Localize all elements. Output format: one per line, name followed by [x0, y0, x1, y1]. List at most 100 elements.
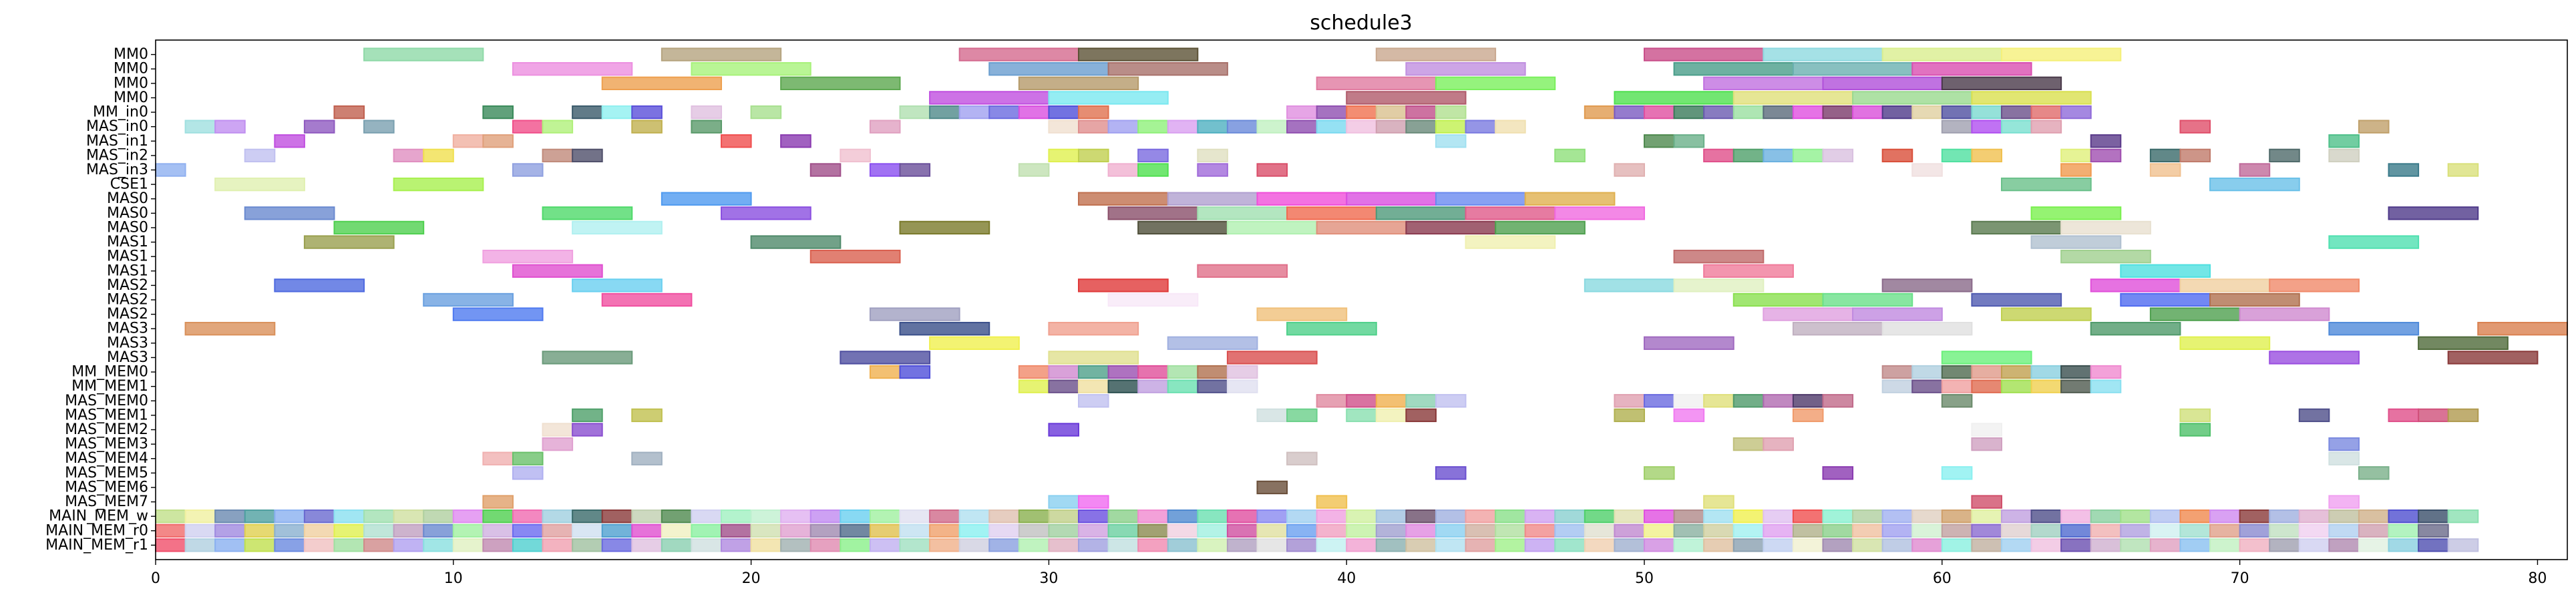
- task-bar: [2358, 509, 2390, 524]
- task-bar: [1673, 105, 1705, 120]
- task-bar: [1107, 62, 1228, 76]
- task-bar: [1971, 292, 2062, 307]
- task-bar: [1703, 509, 1734, 524]
- task-bar: [1226, 220, 1318, 235]
- task-bar: [1732, 524, 1765, 538]
- task-bar: [721, 206, 811, 220]
- task-bar: [155, 509, 186, 524]
- task-bar: [1881, 365, 1913, 379]
- task-bar: [1346, 192, 1437, 206]
- task-bar: [1732, 91, 1854, 105]
- task-bar: [1286, 322, 1377, 336]
- task-bar: [1614, 91, 1734, 105]
- task-bar: [2060, 220, 2151, 235]
- task-bar: [1465, 509, 1497, 524]
- task-bar: [899, 105, 931, 120]
- task-bar: [1077, 509, 1109, 524]
- task-bar: [1107, 538, 1139, 552]
- task-bar: [1405, 394, 1437, 408]
- y-tick-label: MM_MEM1: [71, 378, 148, 395]
- y-tick-label: MAS_in2: [86, 147, 148, 164]
- task-bar: [542, 538, 574, 552]
- task-bar: [1018, 379, 1050, 393]
- task-bar: [333, 220, 425, 235]
- task-bar: [1048, 538, 1079, 552]
- task-bar: [2000, 509, 2032, 524]
- task-bar: [958, 538, 990, 552]
- task-bar: [1316, 220, 1407, 235]
- task-bar: [1077, 524, 1109, 538]
- x-axis: 0 10 20 30 40 50 60 70 80: [151, 560, 2547, 587]
- y-tick-label: MM0: [114, 61, 148, 77]
- task-bar: [809, 538, 842, 552]
- task-bar: [929, 91, 1050, 105]
- task-bar: [2179, 423, 2211, 437]
- task-bar: [1405, 408, 1437, 423]
- task-bar: [1614, 408, 1646, 423]
- task-bar: [2149, 163, 2181, 177]
- task-bar: [2418, 336, 2509, 351]
- task-bar: [1852, 105, 1883, 120]
- task-bar: [2090, 524, 2122, 538]
- task-bar: [1971, 105, 2002, 120]
- x-tick-label: 0: [151, 570, 160, 587]
- task-bar: [958, 105, 990, 120]
- task-bar: [2269, 351, 2360, 365]
- task-bar: [750, 538, 782, 552]
- task-bar: [958, 524, 990, 538]
- task-bar: [1226, 379, 1258, 393]
- task-bar: [899, 509, 931, 524]
- task-bar: [1554, 509, 1586, 524]
- task-bar: [1077, 148, 1109, 163]
- task-bar: [155, 538, 186, 552]
- task-bar: [750, 235, 842, 249]
- y-tick-label: MAS_MEM2: [65, 421, 148, 438]
- task-bar: [303, 120, 335, 134]
- task-bar: [1941, 524, 1973, 538]
- task-bar: [1286, 206, 1377, 220]
- x-tick-label: 30: [1039, 570, 1058, 587]
- task-bar: [1286, 509, 1318, 524]
- task-bar: [899, 163, 931, 177]
- task-bar: [2120, 292, 2211, 307]
- task-bar: [988, 62, 1109, 76]
- task-bar: [1763, 394, 1794, 408]
- task-bar: [1822, 524, 1854, 538]
- task-bar: [214, 177, 305, 192]
- task-bar: [2447, 163, 2479, 177]
- task-bar: [1167, 336, 1258, 351]
- task-bar: [1524, 192, 1616, 206]
- task-bar: [482, 495, 514, 509]
- task-bar: [2149, 509, 2181, 524]
- task-bar: [452, 134, 484, 148]
- task-bar: [1703, 264, 1794, 278]
- task-bar: [840, 538, 871, 552]
- task-bar: [869, 120, 901, 134]
- task-bar: [1911, 509, 1943, 524]
- task-bar: [1673, 509, 1705, 524]
- task-bar: [2328, 148, 2360, 163]
- task-bar: [1077, 120, 1109, 134]
- task-bar: [1971, 524, 2002, 538]
- task-bar: [1316, 495, 1348, 509]
- task-bar: [631, 524, 663, 538]
- task-bar: [1911, 524, 1943, 538]
- task-bar: [393, 148, 425, 163]
- task-bar: [1763, 437, 1794, 451]
- task-bar: [988, 538, 1020, 552]
- task-bar: [1971, 495, 2002, 509]
- task-bar: [1881, 379, 1913, 393]
- task-bar: [1614, 509, 1646, 524]
- task-bar: [2239, 307, 2330, 321]
- task-bar: [721, 509, 752, 524]
- task-bar: [1465, 206, 1556, 220]
- task-bar: [482, 524, 514, 538]
- task-bar: [2269, 278, 2360, 292]
- task-bar: [2090, 538, 2122, 552]
- task-bar: [542, 423, 574, 437]
- task-bar: [1971, 148, 2002, 163]
- task-bar: [1077, 538, 1109, 552]
- task-bar: [1614, 163, 1646, 177]
- task-bar: [155, 163, 186, 177]
